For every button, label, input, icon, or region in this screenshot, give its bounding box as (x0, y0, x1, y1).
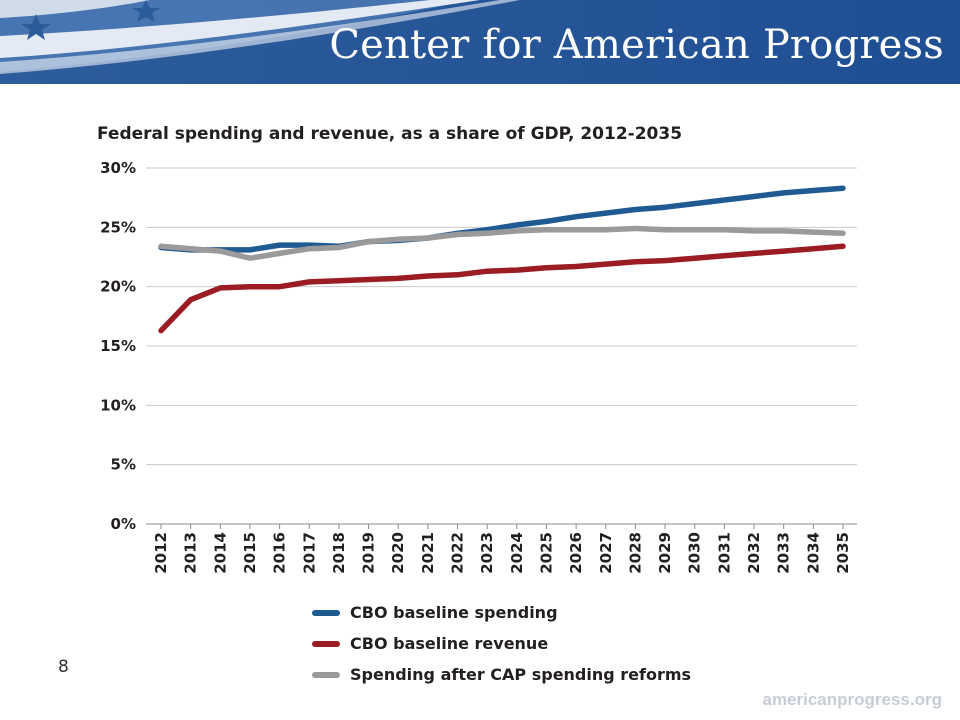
legend-label: CBO baseline revenue (350, 634, 549, 653)
y-tick-label: 15% (100, 337, 136, 355)
x-tick-label: 2034 (804, 532, 822, 574)
legend-item: Spending after CAP spending reforms (312, 659, 691, 690)
y-tick-label: 30% (100, 159, 136, 177)
x-tick-label: 2019 (360, 532, 378, 574)
x-tick-label: 2012 (152, 532, 170, 574)
star-icon (132, 0, 160, 22)
header-banner: Center for American Progress (0, 0, 960, 84)
y-tick-label: 10% (100, 396, 136, 414)
organization-name: Center for American Progress (329, 22, 944, 68)
legend-swatch (312, 609, 340, 616)
x-tick-label: 2015 (241, 532, 259, 574)
legend-swatch (312, 671, 340, 678)
series-line (158, 225, 846, 261)
page-number: 8 (58, 657, 69, 677)
footer-url[interactable]: americanprogress.org (762, 690, 942, 709)
x-tick-label: 2022 (449, 532, 467, 574)
x-tick-label: 2030 (686, 532, 704, 574)
x-tick-label: 2014 (211, 532, 229, 574)
x-tick-label: 2018 (330, 532, 348, 574)
x-tick-label: 2025 (537, 532, 555, 574)
x-tick-label: 2021 (419, 532, 437, 574)
series-line (158, 243, 846, 334)
x-tick-label: 2027 (597, 532, 615, 574)
x-tick-label: 2031 (715, 532, 733, 574)
x-tick-label: 2035 (834, 532, 852, 574)
x-tick-label: 2032 (745, 532, 763, 574)
legend-swatch (312, 640, 340, 647)
x-tick-label: 2029 (656, 532, 674, 574)
x-tick-label: 2020 (389, 532, 407, 574)
legend-item: CBO baseline spending (312, 597, 691, 628)
flag-banner-graphic (0, 0, 960, 84)
y-tick-label: 20% (100, 278, 136, 296)
x-tick-label: 2023 (478, 532, 496, 574)
y-tick-label: 5% (111, 456, 136, 474)
x-tick-label: 2033 (775, 532, 793, 574)
series-line (158, 185, 846, 253)
x-tick-label: 2028 (626, 532, 644, 574)
chart-title: Federal spending and revenue, as a share… (97, 124, 683, 144)
legend-label: Spending after CAP spending reforms (350, 665, 692, 684)
x-tick-label: 2016 (271, 532, 289, 574)
y-tick-label: 0% (111, 515, 136, 533)
legend-label: CBO baseline spending (350, 603, 558, 622)
legend-item: CBO baseline revenue (312, 628, 691, 659)
x-tick-label: 2017 (300, 532, 318, 574)
chart-legend: CBO baseline spending CBO baseline revenu… (312, 597, 691, 690)
x-tick-label: 2024 (508, 532, 526, 574)
star-icon (21, 14, 51, 40)
x-tick-label: 2026 (567, 532, 585, 574)
y-tick-label: 25% (100, 218, 136, 236)
x-tick-label: 2013 (182, 532, 200, 574)
